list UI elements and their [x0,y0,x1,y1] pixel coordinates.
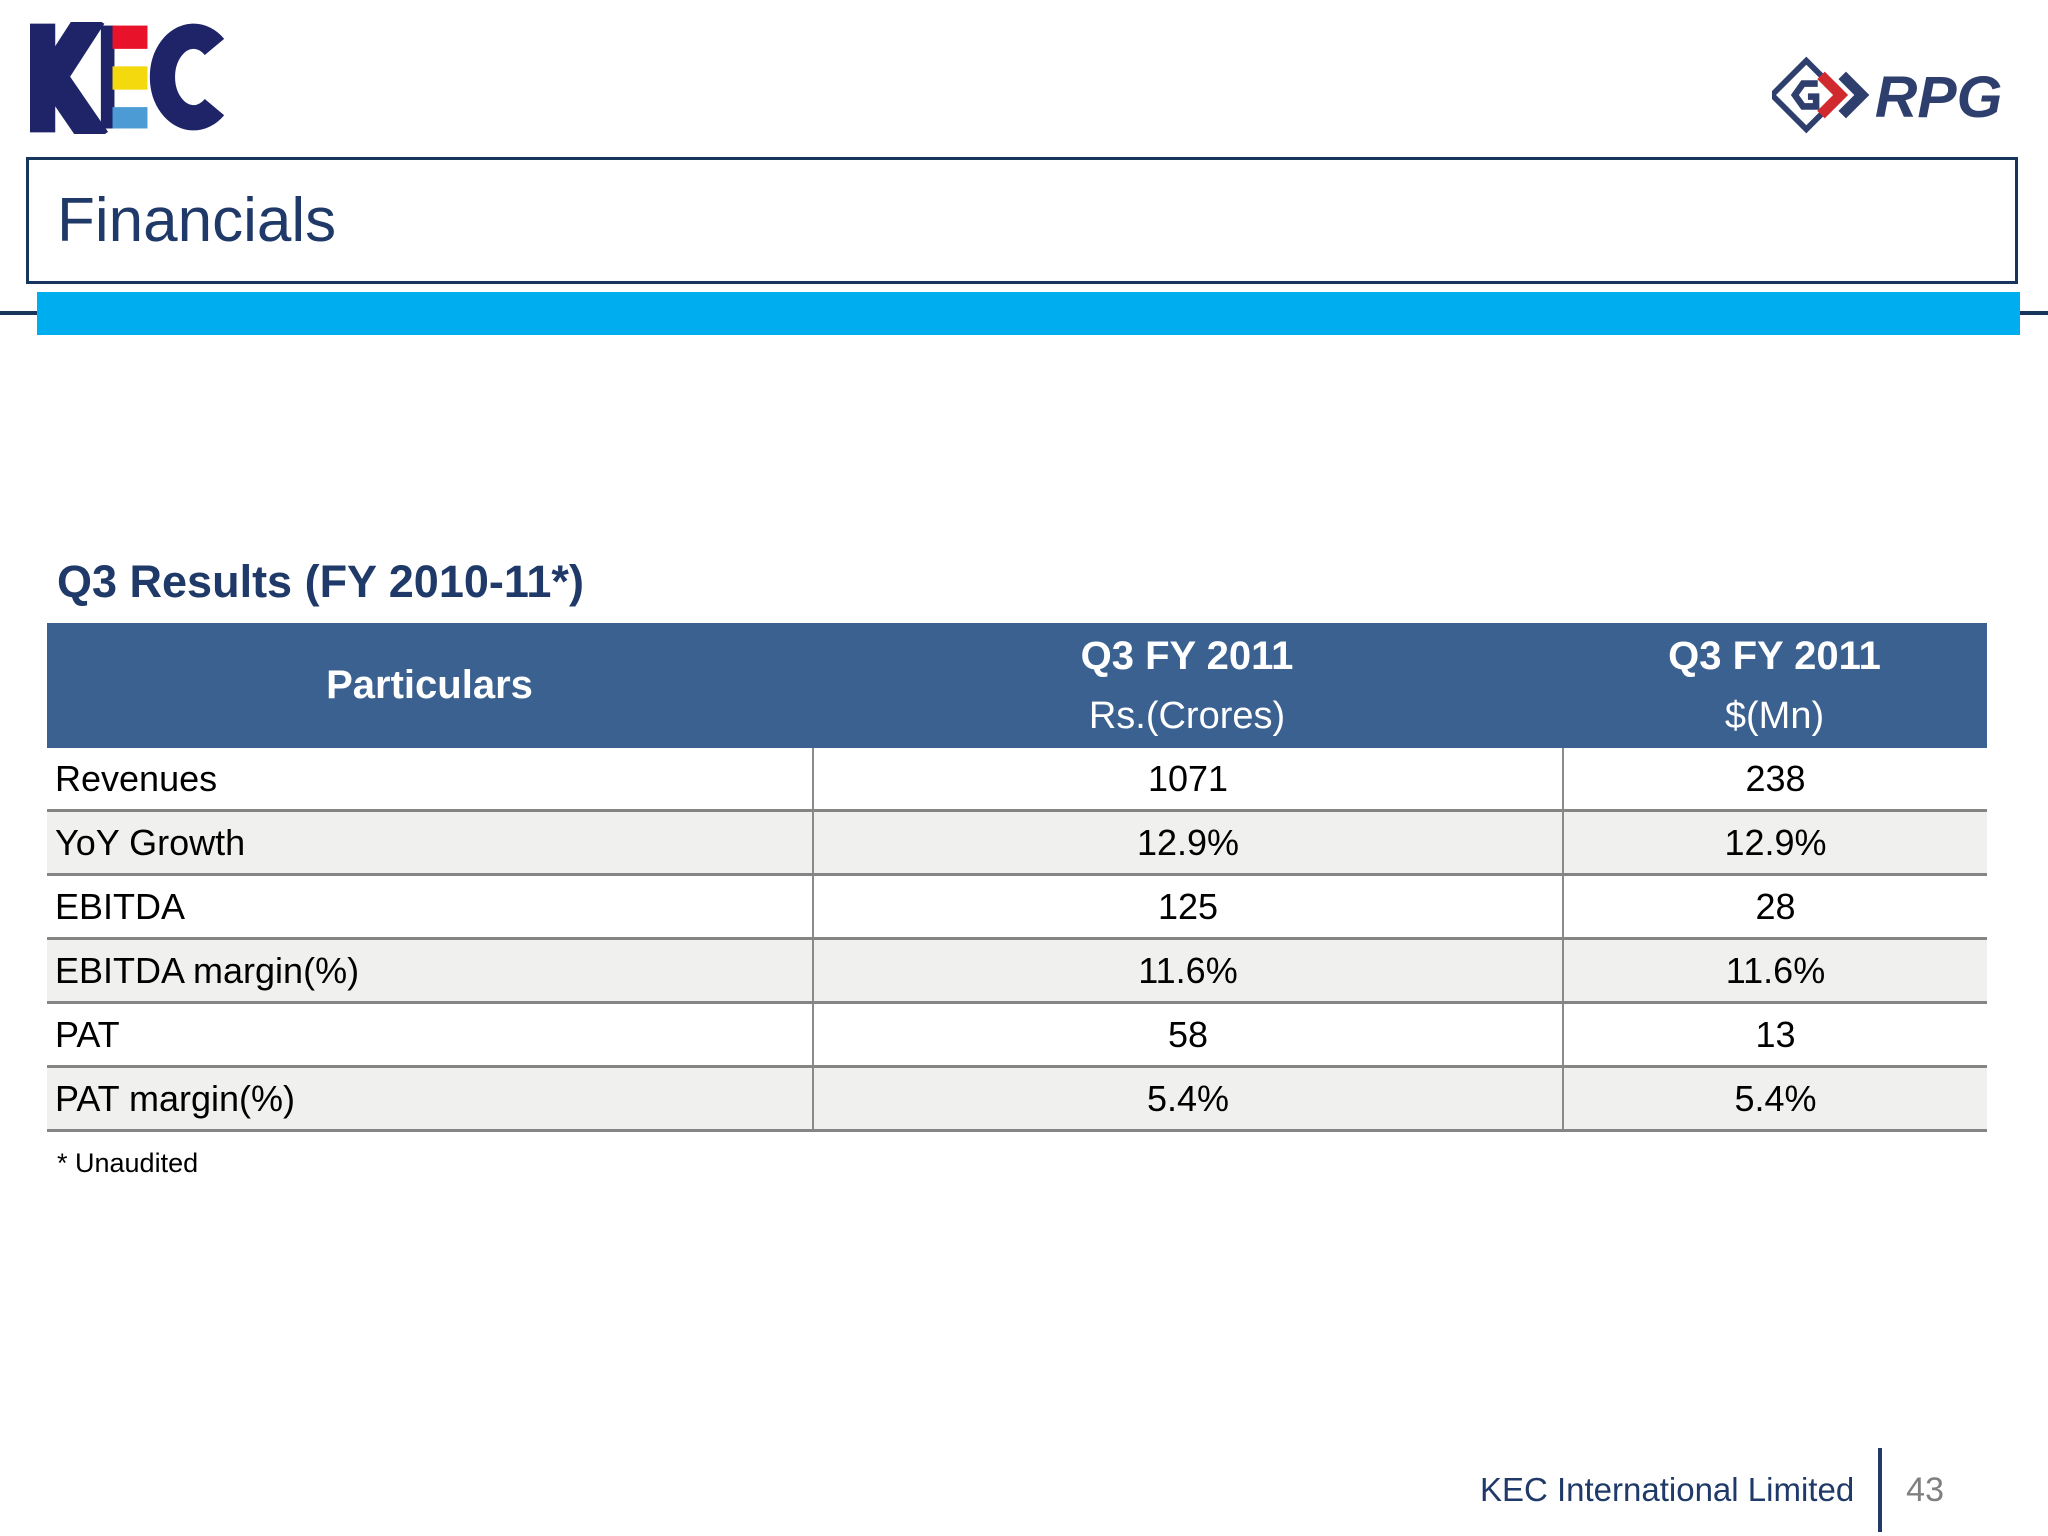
row-label: Revenues [55,757,218,799]
row-value-usd: 12.9% [1562,812,1987,873]
column-header-label: Q3 FY 2011 [1080,633,1294,678]
table-row: EBITDA 125 28 [47,876,1987,940]
title-banner: Financials [26,157,2018,284]
row-label: YoY Growth [55,821,246,863]
rpg-red-chevron-icon [1817,71,1849,119]
table-row: Revenues 1071 238 [47,748,1987,812]
footer: KEC International Limited 43 [1480,1448,1944,1532]
column-header-rs-crores: Q3 FY 2011 Rs.(Crores) [812,623,1562,748]
section-heading: Q3 Results (FY 2010-11*) [57,556,584,607]
row-value-rs: 12.9% [812,812,1562,873]
page-number: 43 [1906,1470,1944,1509]
table-header-row: Particulars Q3 FY 2011 Rs.(Crores) Q3 FY… [47,623,1987,748]
kec-logo [30,22,225,134]
table-row: YoY Growth 12.9% 12.9% [47,812,1987,876]
row-value-usd: 13 [1562,1004,1987,1065]
row-value-rs: 1071 [812,748,1562,809]
row-value-rs: 5.4% [812,1068,1562,1129]
row-value-usd: 238 [1562,748,1987,809]
rpg-navy-chevron-icon [1838,71,1870,119]
row-label: EBITDA [55,885,186,927]
footnote: * Unaudited [57,1148,199,1178]
column-header-particulars: Particulars [47,623,812,748]
financials-table: Particulars Q3 FY 2011 Rs.(Crores) Q3 FY… [47,623,1987,1132]
rpg-diamond-icon [1772,56,1845,134]
page-title: Financials [57,186,337,255]
row-value-usd: 11.6% [1562,940,1987,1001]
rpg-logo: RPG [1772,56,2002,134]
row-value-rs: 58 [812,1004,1562,1065]
row-label: EBITDA margin(%) [55,949,360,991]
rpg-g-mark-icon [1790,80,1820,110]
column-header-label: Particulars [326,663,533,707]
column-header-usd-mn: Q3 FY 2011 $(Mn) [1562,623,1987,748]
table-row: EBITDA margin(%) 11.6% 11.6% [47,940,1987,1004]
footer-divider [1878,1448,1883,1532]
kec-letter-c-icon [149,23,225,131]
row-value-rs: 11.6% [812,940,1562,1001]
table-row: PAT margin(%) 5.4% 5.4% [47,1068,1987,1132]
column-header-unit: Rs.(Crores) [1088,694,1286,737]
table-row: PAT 58 13 [47,1004,1987,1068]
row-label: PAT margin(%) [55,1077,296,1119]
column-header-unit: $(Mn) [1724,694,1825,737]
row-label: PAT [55,1013,120,1055]
footer-company: KEC International Limited [1479,1471,1855,1508]
row-value-usd: 5.4% [1562,1068,1987,1129]
kec-letter-k-icon [30,22,109,134]
column-header-label: Q3 FY 2011 [1668,633,1881,678]
kec-letter-e-icon [100,25,148,129]
row-value-rs: 125 [812,876,1562,937]
accent-bar [37,292,2020,335]
rpg-wordmark: RPG [1875,65,2002,130]
row-value-usd: 28 [1562,876,1987,937]
